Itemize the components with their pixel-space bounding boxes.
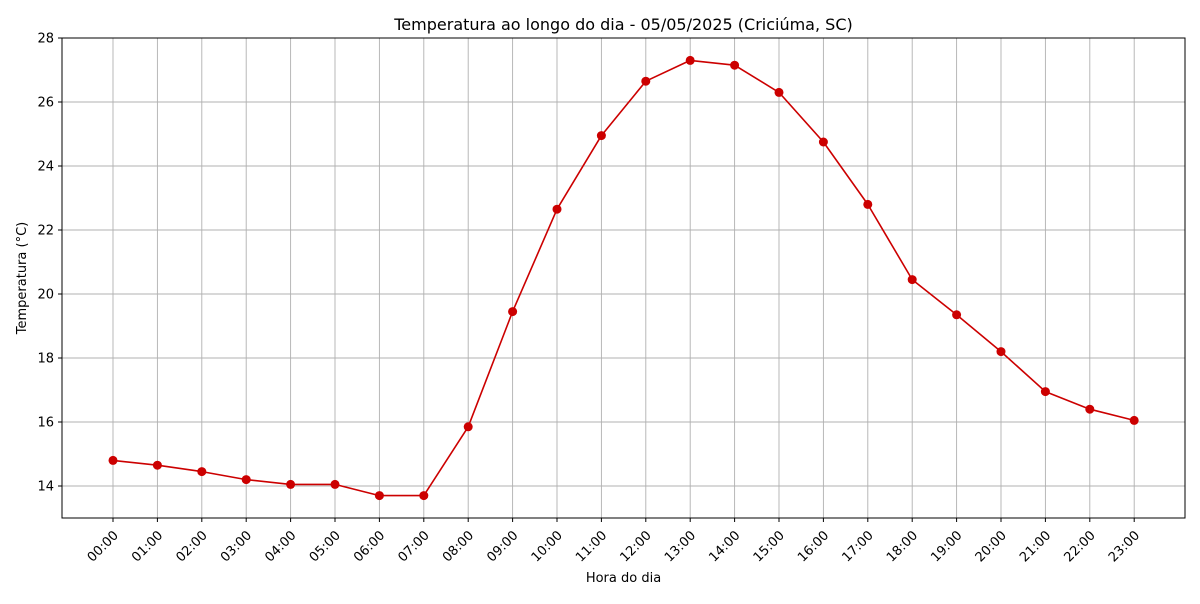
x-tick-label: 00:00 [85,528,122,565]
temperature-data-point [286,479,296,489]
y-tick-label: 26 [37,96,54,111]
x-axis-label: Hora do dia [586,571,661,586]
temperature-data-point [197,467,207,477]
temperature-data-point [818,137,828,147]
x-tick-label: 20:00 [973,528,1010,565]
temperature-data-point [419,491,429,501]
x-tick-label: 09:00 [484,528,521,565]
y-tick-label: 18 [37,352,54,367]
y-tick-label: 22 [37,224,54,239]
temperature-data-point [241,475,251,485]
y-tick-label: 14 [37,480,54,495]
temperature-data-point [596,131,606,141]
temperature-series-line [112,59,1135,497]
temperature-data-point [152,460,162,470]
x-tick-label: 13:00 [662,528,699,565]
x-tick-label: 11:00 [573,528,610,565]
x-tick-label: 17:00 [840,528,877,565]
temperature-data-point [552,204,562,214]
grid-layer [62,37,1185,518]
temperature-data-point [508,307,518,317]
x-tick-label: 08:00 [440,528,477,565]
x-tick-label: 18:00 [884,528,921,565]
temperature-data-point [1040,387,1050,397]
temperature-data-point [774,87,784,97]
temperature-data-point [108,455,118,465]
temperature-data-point [730,60,740,70]
tick-layer: 00:00 01:00 02:00 03:00 04:00 05:00 06:00 07:00… [37,32,1143,566]
temperature-data-point [330,479,340,489]
series-marker-layer [108,55,1139,501]
temperature-data-point [463,422,473,432]
temperature-data-point [952,310,962,320]
x-tick-label: 04:00 [262,528,299,565]
x-tick-label: 06:00 [351,528,388,565]
x-tick-label: 23:00 [1106,528,1143,565]
x-tick-label: 05:00 [307,528,344,565]
x-tick-label: 21:00 [1017,528,1054,565]
temperature-data-point [996,347,1006,357]
temperature-data-point [685,55,695,65]
y-tick-label: 16 [37,416,54,431]
series-line-layer [112,59,1135,497]
x-tick-label: 16:00 [795,528,832,565]
plot-area-frame [61,37,1186,519]
temperature-data-point [863,199,873,209]
x-tick-label: 10:00 [529,528,566,565]
x-tick-label: 02:00 [174,528,211,565]
x-tick-label: 15:00 [751,528,788,565]
x-tick-label: 22:00 [1062,528,1099,565]
temperature-data-point [1129,415,1139,425]
y-axis-label: Temperatura (°C) [15,222,30,335]
x-tick-label: 07:00 [396,528,433,565]
chart-title: Temperatura ao longo do dia - 05/05/2025… [393,15,852,34]
x-tick-label: 12:00 [618,528,655,565]
x-tick-label: 14:00 [706,528,743,565]
x-tick-label: 03:00 [218,528,255,565]
x-tick-label: 19:00 [928,528,965,565]
y-tick-label: 20 [37,288,54,303]
x-tick-label: 01:00 [129,528,166,565]
temperature-data-point [1085,404,1095,414]
temperature-data-point [641,76,651,86]
y-tick-label: 28 [37,32,54,47]
temperature-data-point [907,275,917,285]
temperature-data-point [374,491,384,501]
y-tick-label: 24 [37,160,54,175]
